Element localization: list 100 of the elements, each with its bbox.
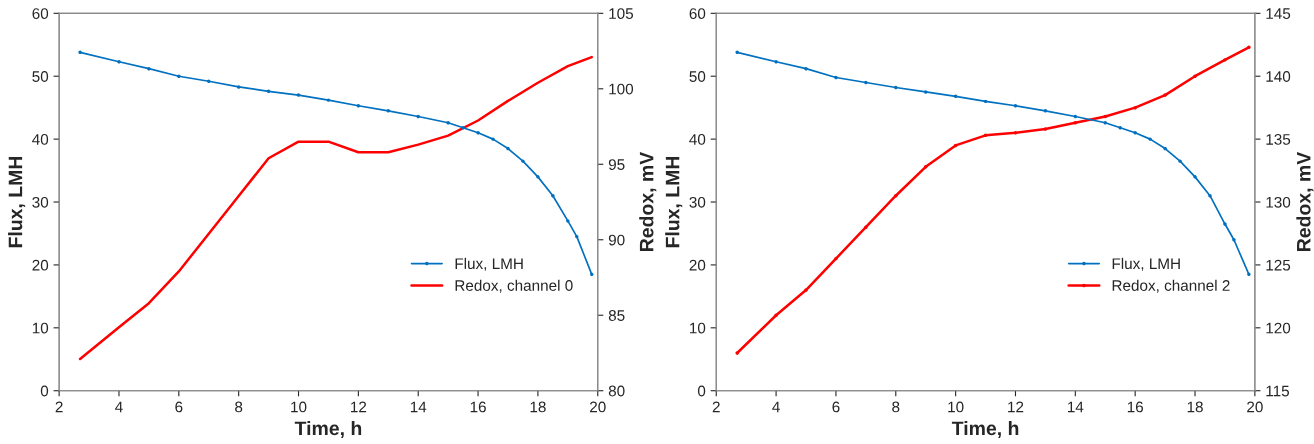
y-axis-title: Flux, LMH xyxy=(8,156,26,248)
point xyxy=(446,121,450,125)
point xyxy=(735,50,739,55)
legend-label: Flux, LMH xyxy=(1112,257,1180,271)
point xyxy=(1247,45,1251,50)
x-tick-label: 18 xyxy=(530,401,546,413)
x-tick-label: 20 xyxy=(1247,401,1263,413)
y-tick-label: 10 xyxy=(32,322,49,334)
x-tick-label: 2 xyxy=(712,401,720,413)
x-tick-label: 14 xyxy=(410,401,427,413)
point xyxy=(236,85,241,89)
x-tick-label: 18 xyxy=(1187,401,1203,413)
x-axis-title: Time, h xyxy=(294,420,362,439)
point xyxy=(953,143,958,148)
x-tick-label: 4 xyxy=(115,401,123,413)
point xyxy=(1247,272,1251,277)
point xyxy=(386,109,391,113)
point xyxy=(1232,238,1236,242)
point xyxy=(983,99,988,104)
point xyxy=(590,272,594,277)
x-tick-label: 10 xyxy=(291,401,307,413)
x-tick-label: 6 xyxy=(832,401,840,413)
point xyxy=(923,90,928,94)
y-tick-label: 50 xyxy=(32,71,49,82)
legend-label: Flux, LMH xyxy=(455,257,523,271)
point xyxy=(147,66,151,71)
x-tick-label: 8 xyxy=(892,401,900,413)
point xyxy=(804,288,808,292)
x-axis-title: Time, h xyxy=(951,420,1019,439)
y-tick-label: 0 xyxy=(697,385,706,397)
y2-tick-label: 120 xyxy=(1266,322,1291,334)
y2-tick-label: 115 xyxy=(1266,385,1290,397)
point xyxy=(1223,58,1227,62)
x-tick-label: 16 xyxy=(1127,401,1143,413)
y-tick-label: 0 xyxy=(40,385,49,397)
point xyxy=(117,60,121,64)
y-tick-label: 60 xyxy=(32,8,49,20)
x-tick-label: 12 xyxy=(351,401,367,413)
y2-tick-label: 145 xyxy=(1266,8,1291,20)
point xyxy=(1178,159,1182,163)
y2-tick-label: 140 xyxy=(1266,71,1291,82)
x-tick-label: 8 xyxy=(235,401,243,413)
legend-label: Redox, channel 2 xyxy=(1112,279,1230,293)
point xyxy=(1043,109,1048,113)
point xyxy=(416,114,420,119)
y2-tick-label: 130 xyxy=(1266,196,1291,208)
line-series xyxy=(735,45,1251,355)
point xyxy=(834,256,838,261)
point xyxy=(1013,104,1018,108)
y-tick-label: 60 xyxy=(689,8,706,20)
point xyxy=(356,104,361,108)
y2-tick-label: 125 xyxy=(1266,259,1291,271)
point xyxy=(575,234,579,239)
y-tick-label: 20 xyxy=(32,259,49,271)
point xyxy=(521,159,525,163)
y-tick-label: 30 xyxy=(689,196,706,208)
y-tick-label: 30 xyxy=(32,196,49,208)
point xyxy=(983,133,988,138)
point xyxy=(1103,114,1107,119)
point xyxy=(566,219,570,223)
point xyxy=(953,94,958,99)
x-tick-label: 14 xyxy=(1068,401,1084,413)
x-tick-label: 12 xyxy=(1008,401,1024,413)
y2-tick-label: 90 xyxy=(608,234,625,246)
y2-axis-title: Redox, mV xyxy=(639,151,657,251)
y2-tick-label: 105 xyxy=(609,8,634,20)
point xyxy=(461,126,465,130)
y2-tick-label: 80 xyxy=(608,385,625,397)
point xyxy=(1163,93,1167,97)
point xyxy=(476,131,480,135)
point xyxy=(735,351,739,355)
point xyxy=(536,175,540,179)
point xyxy=(326,98,331,102)
x-tick-label: 10 xyxy=(948,401,964,413)
y2-tick-label: 100 xyxy=(609,83,634,95)
x-tick-label: 4 xyxy=(772,401,780,413)
point xyxy=(1193,175,1197,179)
point xyxy=(491,137,495,141)
legend-label: Redox, channel 0 xyxy=(455,279,573,293)
x-tick-label: 16 xyxy=(470,401,486,413)
y2-tick-label: 135 xyxy=(1266,133,1291,145)
x-tick-label: 20 xyxy=(590,401,606,413)
point xyxy=(1148,137,1152,141)
y-tick-label: 10 xyxy=(690,322,706,334)
point xyxy=(1193,74,1197,78)
point xyxy=(1073,114,1078,119)
point xyxy=(78,50,82,55)
y-tick-label: 50 xyxy=(689,71,706,82)
point xyxy=(894,85,898,90)
point xyxy=(551,193,555,198)
y-tick-label: 40 xyxy=(32,133,49,145)
point xyxy=(774,313,778,317)
line-series xyxy=(78,55,594,361)
x-tick-label: 6 xyxy=(175,401,183,413)
y-tick-label: 20 xyxy=(689,259,706,271)
x-tick-label: 2 xyxy=(55,401,63,413)
point xyxy=(1208,193,1212,198)
y-axis-title: Flux, LMH xyxy=(665,156,683,248)
y2-axis-title: Redox, mV xyxy=(1296,151,1314,251)
y-tick-label: 40 xyxy=(689,133,706,145)
